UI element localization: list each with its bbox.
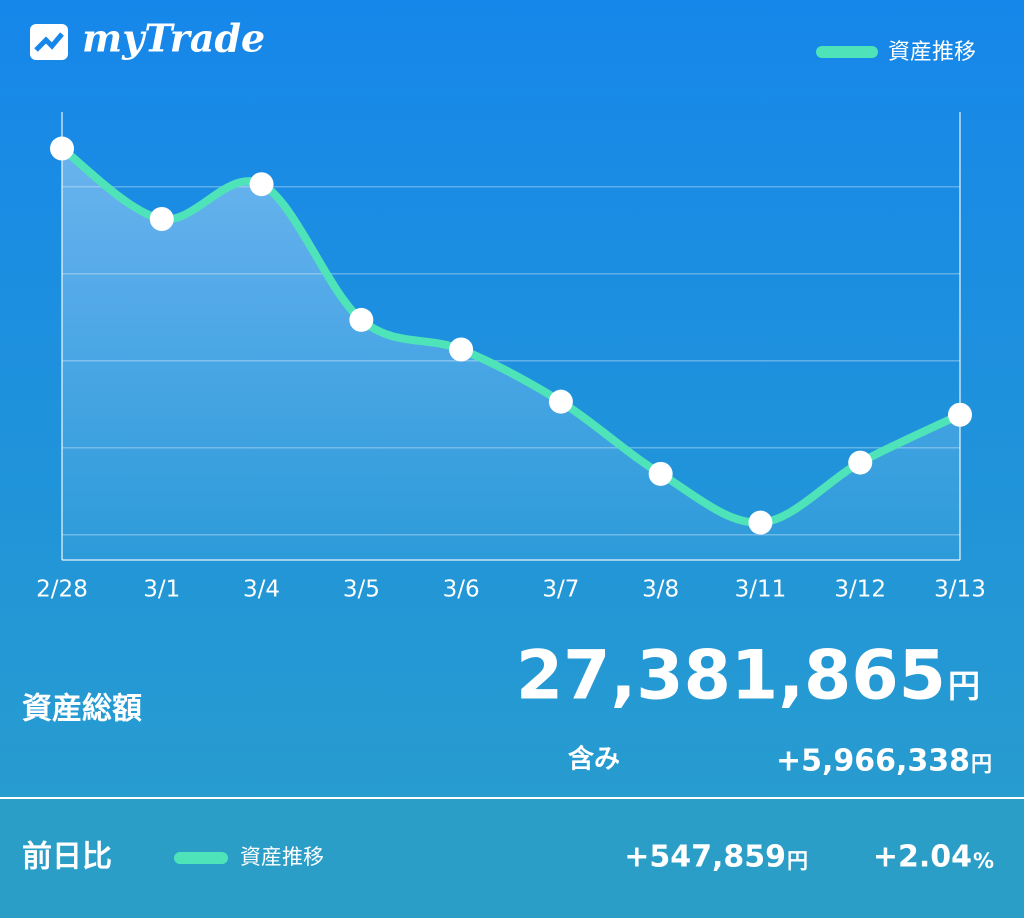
point (349, 307, 374, 332)
logo-icon (30, 24, 68, 60)
legend-label: 資産推移 (888, 40, 976, 65)
x-tick-label: 3/8 (642, 577, 679, 603)
x-tick-label: 3/12 (834, 577, 886, 603)
point (648, 461, 673, 486)
x-tick-label: 3/5 (343, 577, 380, 603)
point (948, 402, 972, 427)
point (449, 337, 474, 362)
point (249, 172, 274, 197)
x-tick-label: 3/1 (143, 577, 180, 603)
footer-background (0, 799, 1024, 918)
x-tick-label: 3/7 (542, 577, 579, 603)
daily-value: +547,859 (624, 840, 786, 875)
legend-label: 資産推移 (240, 845, 324, 869)
plot: 2/28 3/1 3/4 3/5 3/6 3/7 3/8 3/11 3/12 3/13 (36, 112, 986, 603)
total-unit: 円 (948, 667, 980, 705)
unrealized-unit: 円 (971, 752, 992, 776)
x-tick-label: 2/28 (36, 577, 88, 603)
total-value: 27,381,865 (516, 637, 946, 716)
logo-text: myTrade (82, 16, 265, 61)
area (62, 148, 960, 560)
point (149, 206, 174, 231)
x-tick-label: 3/11 (735, 577, 787, 603)
daily-percent: +2.04 (873, 840, 972, 875)
daily-label: 前日比 (22, 840, 112, 875)
x-tick-label: 3/6 (443, 577, 480, 603)
point (50, 136, 74, 161)
x-tick-label: 3/4 (243, 577, 280, 603)
x-tick-label: 3/13 (934, 577, 986, 603)
daily-unit: 円 (787, 849, 808, 873)
point (848, 450, 873, 475)
total-label: 資産総額 (22, 692, 142, 727)
unrealized-label: 含み (568, 744, 620, 775)
line (58, 144, 964, 527)
daily-percent-unit: % (973, 849, 994, 873)
point (548, 389, 573, 414)
point (748, 510, 773, 535)
unrealized-value: +5,966,338 (776, 744, 970, 779)
